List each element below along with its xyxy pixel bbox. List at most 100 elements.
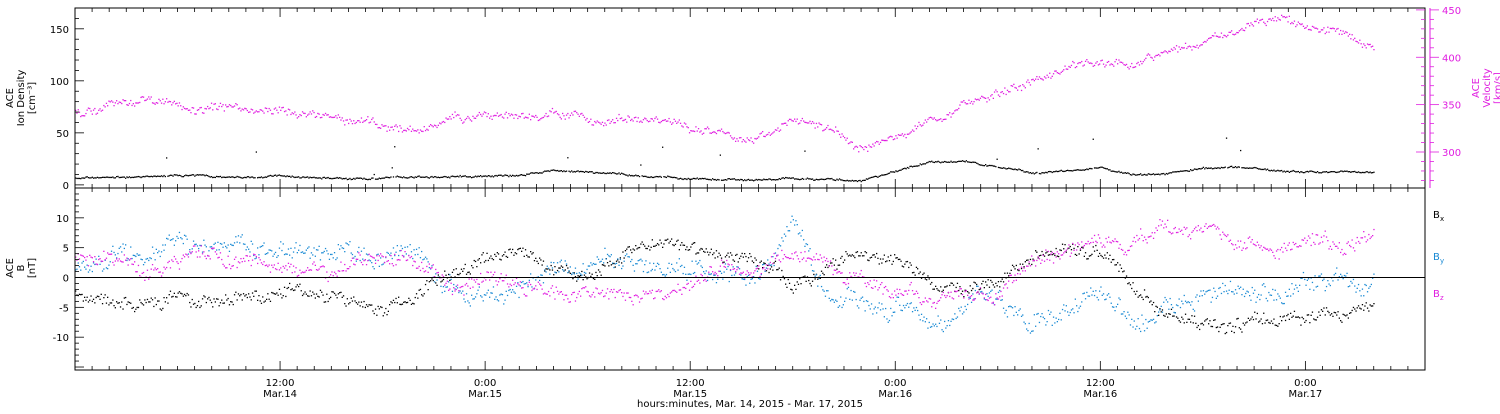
data-point xyxy=(430,280,432,282)
data-point xyxy=(1318,311,1320,313)
data-point xyxy=(191,174,193,176)
data-point xyxy=(1072,308,1074,310)
data-point xyxy=(782,123,784,125)
data-point xyxy=(1170,233,1173,235)
data-point xyxy=(1218,287,1220,290)
data-point xyxy=(1293,310,1296,312)
data-point xyxy=(1270,19,1273,21)
data-point xyxy=(961,160,964,162)
data-point xyxy=(849,254,851,256)
data-point xyxy=(1125,275,1128,277)
data-point xyxy=(1264,22,1266,25)
data-point xyxy=(539,257,541,259)
data-point xyxy=(1141,314,1143,316)
data-point xyxy=(868,144,870,146)
data-point xyxy=(650,246,652,248)
data-point xyxy=(847,286,850,288)
data-point xyxy=(524,116,527,118)
data-point xyxy=(799,122,801,124)
data-point xyxy=(358,252,360,254)
data-point xyxy=(1055,170,1057,172)
data-point xyxy=(85,268,87,270)
data-point xyxy=(219,175,222,178)
data-point xyxy=(646,271,648,274)
data-point xyxy=(126,259,128,262)
data-point xyxy=(845,251,847,253)
data-point xyxy=(917,292,919,294)
data-point xyxy=(373,121,375,123)
data-point xyxy=(656,176,659,178)
data-point xyxy=(970,301,973,303)
data-point xyxy=(1008,167,1010,169)
data-point xyxy=(1033,173,1035,175)
data-point xyxy=(134,261,136,263)
data-point xyxy=(1024,171,1026,173)
data-point xyxy=(569,272,571,274)
data-point xyxy=(981,292,983,294)
data-point xyxy=(1149,173,1151,175)
data-point xyxy=(1067,68,1069,70)
data-point xyxy=(80,254,82,256)
data-point xyxy=(258,176,260,179)
data-point xyxy=(1117,63,1119,65)
data-point xyxy=(1165,226,1167,228)
data-point xyxy=(1159,309,1161,311)
data-point xyxy=(1106,241,1108,243)
data-point xyxy=(628,256,630,258)
data-point xyxy=(1020,89,1023,92)
data-point xyxy=(844,180,846,182)
data-point xyxy=(1332,171,1334,173)
data-point xyxy=(254,258,256,260)
data-point xyxy=(1275,170,1278,172)
data-point xyxy=(813,179,815,181)
data-point xyxy=(503,303,505,305)
data-point xyxy=(745,273,747,276)
data-point xyxy=(485,112,487,114)
data-point xyxy=(458,274,460,276)
data-point xyxy=(851,299,853,301)
data-point xyxy=(326,177,328,179)
data-point xyxy=(222,104,224,106)
data-point xyxy=(867,150,869,152)
data-point xyxy=(110,253,113,255)
data-point xyxy=(103,268,105,270)
data-point xyxy=(928,117,930,119)
data-point xyxy=(699,259,701,262)
data-point xyxy=(305,293,307,295)
data-point xyxy=(920,125,923,127)
data-point xyxy=(537,119,539,122)
data-point xyxy=(1232,33,1234,35)
data-point xyxy=(640,164,642,166)
data-point xyxy=(492,176,495,178)
data-point xyxy=(1091,62,1093,65)
data-point xyxy=(1041,250,1043,253)
data-point xyxy=(486,115,488,118)
data-point xyxy=(1035,325,1037,327)
data-point xyxy=(1134,174,1137,176)
data-point xyxy=(1365,284,1367,287)
data-point xyxy=(672,289,674,292)
data-point xyxy=(496,299,498,301)
data-point xyxy=(811,280,814,282)
data-point xyxy=(118,101,120,103)
data-point xyxy=(663,243,665,245)
data-point xyxy=(1040,77,1042,80)
data-point xyxy=(84,177,86,179)
data-point xyxy=(1279,315,1281,318)
data-point xyxy=(1268,169,1270,172)
data-point xyxy=(101,176,104,178)
data-point xyxy=(653,245,655,247)
data-point xyxy=(612,172,614,174)
data-point xyxy=(1301,277,1303,279)
data-point xyxy=(1269,248,1271,250)
data-point xyxy=(1146,295,1148,298)
data-point xyxy=(622,173,624,175)
data-point xyxy=(1368,287,1370,289)
data-point xyxy=(208,108,210,110)
data-point xyxy=(1169,297,1171,300)
data-point xyxy=(1052,253,1055,255)
data-point xyxy=(1040,254,1042,256)
data-point xyxy=(1232,325,1234,327)
data-point xyxy=(518,296,520,299)
data-point xyxy=(823,129,825,131)
